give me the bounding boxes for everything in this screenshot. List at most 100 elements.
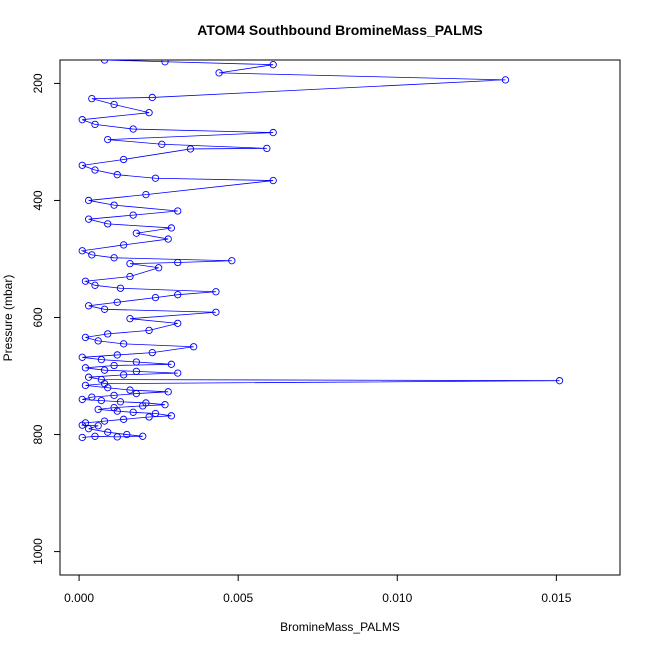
data-point [113, 351, 121, 359]
data-point [158, 140, 166, 148]
data-point [123, 430, 131, 439]
data-point [164, 235, 172, 243]
data-point [189, 343, 198, 351]
data-point [91, 432, 99, 440]
data-point [148, 93, 156, 102]
data-point [100, 60, 109, 64]
data-point [174, 291, 182, 299]
data-point [132, 358, 141, 366]
data-point [212, 308, 220, 316]
data-point [129, 125, 137, 133]
data-point [119, 155, 128, 164]
data-point [116, 284, 125, 292]
data-point [132, 229, 141, 237]
data-point [97, 375, 106, 384]
data-point [119, 415, 128, 423]
data-point [78, 161, 86, 169]
data-point [81, 333, 90, 342]
data-point [174, 369, 182, 377]
data-point [174, 207, 182, 215]
data-point [145, 326, 153, 335]
data-point [110, 201, 118, 209]
data-point [501, 76, 510, 84]
data-point [78, 247, 86, 255]
data-point [167, 412, 176, 420]
data-point [145, 413, 153, 421]
data-point [110, 403, 118, 412]
data-point [167, 360, 176, 368]
data-point [151, 174, 160, 182]
data-point [555, 377, 564, 385]
y-axis-label: Pressure (mbar) [1, 275, 15, 362]
data-point [151, 409, 160, 418]
data-point [104, 135, 112, 144]
data-point [129, 408, 137, 416]
data-point [132, 389, 141, 398]
data-point [174, 258, 182, 267]
data-point [81, 381, 90, 390]
data-point [167, 224, 176, 232]
data-point [215, 69, 223, 77]
data-point [228, 257, 236, 265]
data-point [84, 215, 93, 223]
data-point [110, 254, 118, 262]
data-point [142, 190, 150, 199]
data-point [161, 60, 169, 66]
data-point [104, 428, 112, 436]
data-point [97, 396, 106, 405]
data-point [84, 425, 93, 433]
data-point [94, 337, 102, 345]
data-point [113, 298, 121, 306]
data-point [161, 401, 169, 409]
data-point [116, 398, 125, 406]
data-point [145, 109, 153, 117]
x-axis-label: BromineMass_PALMS [280, 620, 400, 634]
data-point [88, 251, 96, 259]
data-point [84, 373, 93, 381]
data-point [126, 386, 134, 394]
data-point [269, 176, 277, 185]
data-point [110, 100, 118, 109]
data-point [154, 264, 163, 272]
y-tick-label: 600 [31, 307, 45, 327]
data-point [78, 395, 86, 404]
data-point [126, 260, 134, 268]
data-point [212, 288, 220, 296]
y-axis: 200 400 600 800 1000 [31, 73, 61, 565]
data-point [126, 315, 134, 323]
data-point [263, 144, 271, 153]
data-point [148, 348, 156, 357]
data-point [91, 281, 99, 289]
data-point [84, 302, 93, 310]
x-tick-label: 0.005 [223, 591, 253, 605]
data-point [174, 319, 182, 327]
data-point [104, 330, 112, 338]
data-point [91, 120, 99, 129]
data-point [88, 94, 96, 103]
x-tick-label: 0.010 [382, 591, 412, 605]
data-point [119, 371, 128, 379]
x-tick-label: 0.015 [541, 591, 571, 605]
data-point [100, 366, 109, 374]
series-line [80, 60, 560, 438]
data-point [269, 61, 277, 69]
data-point [119, 340, 128, 348]
data-point [129, 211, 137, 219]
data-point [119, 241, 128, 249]
data-point [104, 220, 112, 228]
data-point [110, 361, 118, 370]
data-point [132, 367, 141, 375]
series-layer [78, 60, 564, 442]
data-point [186, 145, 195, 153]
data-point [78, 353, 86, 361]
data-point [110, 391, 118, 399]
data-point [78, 116, 86, 124]
data-point [126, 272, 134, 281]
data-point [88, 393, 96, 401]
data-point [81, 277, 90, 285]
data-point [142, 399, 150, 407]
x-tick-label: 0.000 [64, 591, 94, 605]
data-point [94, 405, 102, 414]
